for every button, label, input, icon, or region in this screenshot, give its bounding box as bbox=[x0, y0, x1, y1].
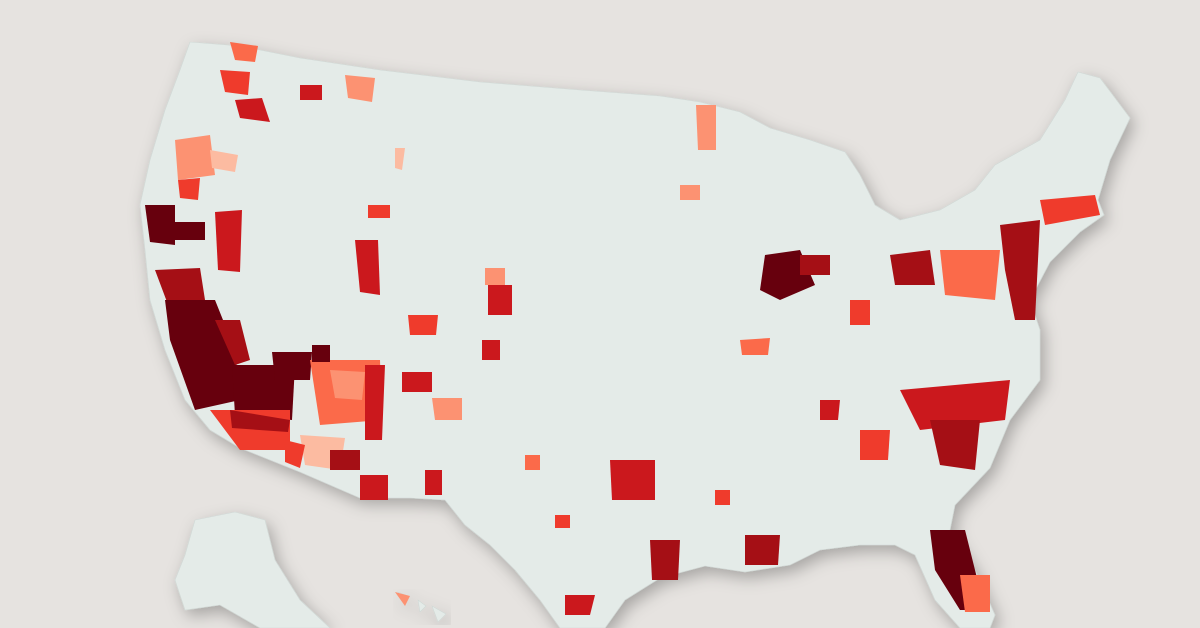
county-region bbox=[745, 535, 780, 565]
county-region bbox=[215, 210, 242, 272]
county-region bbox=[890, 250, 935, 285]
county-region bbox=[368, 205, 390, 218]
county-region bbox=[210, 150, 238, 172]
county-region bbox=[330, 450, 360, 470]
county-region bbox=[610, 460, 655, 500]
county-region bbox=[230, 42, 258, 62]
county-region bbox=[680, 185, 700, 200]
county-region bbox=[1000, 220, 1040, 320]
county-region bbox=[432, 398, 462, 420]
county-region bbox=[800, 255, 830, 275]
county-region bbox=[715, 490, 730, 505]
county-region bbox=[820, 400, 840, 420]
county-regions bbox=[145, 42, 1100, 615]
county-region bbox=[900, 380, 1010, 430]
county-region bbox=[230, 410, 290, 432]
county-region bbox=[425, 470, 442, 495]
county-region bbox=[220, 70, 250, 95]
county-region bbox=[740, 338, 770, 355]
county-region bbox=[395, 148, 405, 170]
county-region bbox=[860, 430, 890, 460]
alaska bbox=[174, 511, 331, 628]
county-region bbox=[482, 340, 500, 360]
county-region bbox=[565, 595, 595, 615]
county-region bbox=[178, 178, 200, 200]
county-region bbox=[300, 85, 322, 100]
county-region bbox=[312, 345, 330, 362]
county-region bbox=[402, 372, 432, 392]
county-region bbox=[1040, 195, 1100, 225]
county-region bbox=[408, 315, 438, 335]
county-region bbox=[525, 455, 540, 470]
county-region bbox=[360, 475, 388, 500]
county-region bbox=[355, 240, 380, 295]
county-region bbox=[175, 222, 205, 240]
county-region bbox=[960, 575, 990, 612]
county-region bbox=[272, 352, 312, 380]
county-region bbox=[395, 592, 410, 606]
county-region bbox=[155, 268, 205, 310]
county-region bbox=[145, 205, 175, 245]
county-region bbox=[930, 420, 980, 470]
county-region bbox=[215, 320, 250, 365]
county-region bbox=[555, 515, 570, 528]
county-region bbox=[175, 135, 215, 180]
county-region bbox=[365, 365, 385, 440]
county-region bbox=[488, 285, 512, 315]
county-region bbox=[650, 540, 680, 580]
county-region bbox=[485, 268, 505, 285]
county-region bbox=[235, 98, 270, 122]
county-region bbox=[850, 300, 870, 325]
county-region bbox=[285, 440, 305, 468]
county-region bbox=[330, 370, 365, 400]
county-region bbox=[345, 75, 375, 102]
county-region bbox=[940, 250, 1000, 300]
county-region bbox=[696, 105, 716, 150]
